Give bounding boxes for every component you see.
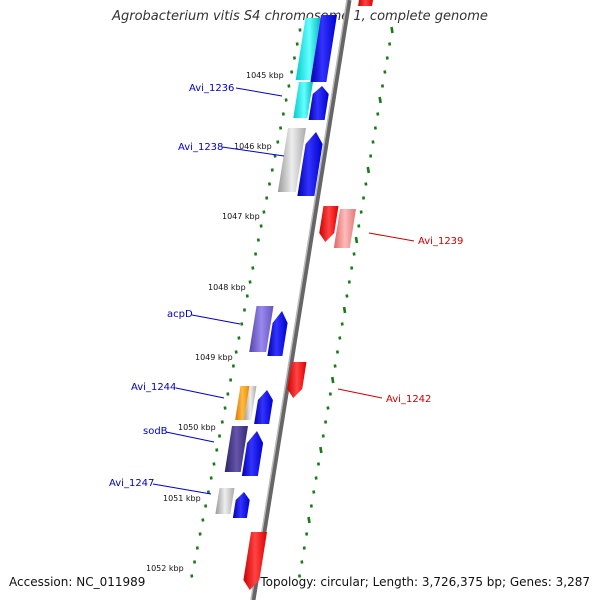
leader-line: [152, 483, 212, 495]
gene-arrow-forward: [241, 431, 264, 476]
gene-arrow-reverse: [287, 362, 307, 398]
gene-label-forward: Avi_1244: [131, 382, 176, 393]
cog-box: [249, 306, 274, 352]
backbone-line: [250, 0, 352, 600]
gene-arrow-forward: [232, 492, 250, 518]
leader-line: [337, 388, 383, 399]
gene-arrow-reverse: [358, 0, 373, 6]
gene-label-forward: Avi_1238: [178, 142, 223, 153]
gene-arrow-reverse: [243, 532, 267, 590]
backbone-highlight: [250, 0, 348, 600]
gene-arrow-forward: [297, 132, 323, 196]
cog-box: [235, 386, 250, 420]
gene-label-forward: acpD: [167, 309, 193, 320]
gene-arrow-forward: [254, 390, 273, 424]
tick-tracks: [190, 26, 394, 578]
accession-text: Accession: NC_011989: [9, 575, 146, 589]
sequence-backbone: [250, 0, 352, 600]
gene-arrow-forward: [310, 15, 337, 82]
topology-text: Topology: circular; Length: 3,726,375 bp…: [260, 575, 590, 589]
tick-mark-outer: [378, 96, 382, 104]
kbp-label: 1052 kbp: [146, 564, 184, 573]
leader-line: [165, 431, 215, 443]
cog-box: [295, 18, 321, 80]
tick-mark-outer: [330, 376, 335, 384]
kbp-label: 1051 kbp: [163, 494, 201, 503]
cog-box: [293, 82, 313, 118]
cog-box: [224, 426, 248, 472]
label-leaders: [152, 87, 415, 495]
tick-mark-outer: [390, 26, 394, 34]
kbp-label: 1046 kbp: [234, 142, 272, 151]
map-labels: 1045 kbp 1046 kbp 1047 kbp 1048 kbp 1049 kbp…: [109, 71, 463, 573]
tick-mark-outer: [319, 446, 323, 454]
gene-arrow-forward: [308, 86, 329, 120]
cog-box: [333, 209, 356, 248]
leader-line: [175, 387, 225, 399]
gene-arrow-reverse: [319, 206, 339, 242]
kbp-label: 1050 kbp: [178, 423, 216, 432]
kbp-label: 1048 kbp: [208, 283, 246, 292]
tick-mark-outer: [354, 236, 359, 244]
tick-mark-outer: [342, 306, 347, 314]
tick-mark-outer: [307, 516, 311, 524]
leader-line: [235, 87, 283, 97]
cog-box: [244, 386, 257, 420]
gene-label-reverse: Avi_1239: [418, 236, 463, 247]
tick-mark-outer: [366, 166, 371, 174]
gene-label-forward: Avi_1247: [109, 478, 154, 489]
kbp-label: 1047 kbp: [222, 212, 260, 221]
kbp-label: 1049 kbp: [195, 353, 233, 362]
leader-line: [368, 232, 415, 242]
cog-box: [215, 488, 235, 514]
leader-line: [191, 314, 241, 325]
gene-label-reverse: Avi_1242: [386, 394, 431, 405]
leader-line: [221, 146, 285, 157]
gene-label-forward: Avi_1236: [189, 83, 234, 94]
gene-arrow-forward: [267, 311, 288, 356]
gene-label-forward: sodB: [143, 426, 168, 437]
map-title: Agrobacterium vitis S4 chromosome 1, com…: [112, 9, 488, 24]
kbp-label: 1045 kbp: [246, 71, 284, 80]
cog-box: [277, 128, 306, 192]
gene-features: [215, 0, 373, 590]
